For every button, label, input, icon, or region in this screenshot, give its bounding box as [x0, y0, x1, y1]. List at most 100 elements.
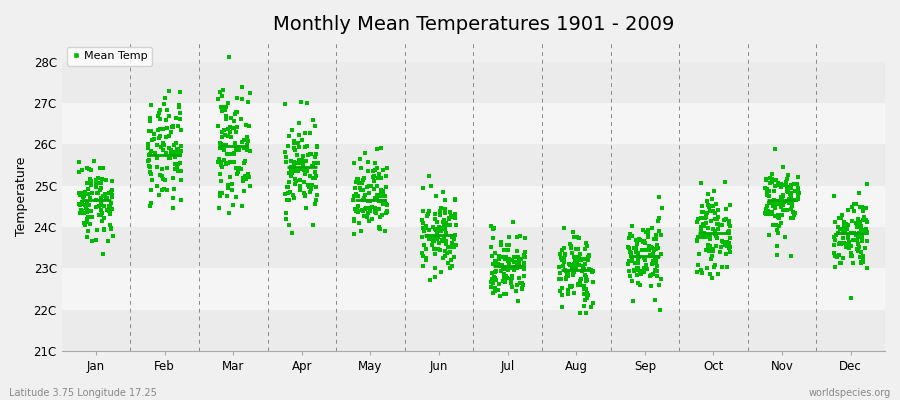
- Point: [360, 214, 374, 220]
- Point: [487, 276, 501, 283]
- Point: [434, 205, 448, 211]
- Point: [774, 184, 788, 190]
- Point: [788, 210, 803, 216]
- Point: [161, 87, 176, 94]
- Point: [103, 203, 117, 210]
- Point: [284, 126, 299, 133]
- Point: [278, 154, 293, 160]
- Point: [220, 104, 234, 110]
- Point: [494, 242, 508, 248]
- Point: [644, 252, 658, 259]
- Point: [626, 298, 640, 304]
- Point: [424, 183, 438, 190]
- Point: [758, 185, 772, 192]
- Point: [518, 235, 532, 241]
- Point: [144, 148, 158, 154]
- Point: [75, 208, 89, 215]
- Point: [445, 232, 459, 239]
- Point: [576, 263, 590, 269]
- Point: [346, 216, 361, 222]
- Point: [416, 225, 430, 231]
- Point: [760, 203, 774, 209]
- Point: [500, 267, 515, 273]
- Point: [230, 94, 245, 101]
- Point: [638, 247, 652, 253]
- Point: [437, 226, 452, 232]
- Point: [308, 175, 322, 181]
- Point: [502, 256, 517, 262]
- Point: [557, 245, 572, 251]
- Text: worldspecies.org: worldspecies.org: [809, 388, 891, 398]
- Point: [215, 189, 230, 196]
- Point: [379, 183, 393, 190]
- Point: [643, 273, 657, 279]
- Point: [572, 254, 587, 261]
- Point: [448, 197, 463, 203]
- Point: [166, 123, 180, 130]
- Point: [830, 254, 844, 260]
- Point: [304, 151, 319, 157]
- Point: [173, 110, 187, 116]
- Point: [831, 230, 845, 236]
- Point: [652, 214, 666, 221]
- Point: [558, 252, 572, 258]
- Point: [167, 166, 182, 172]
- Point: [577, 283, 591, 290]
- Point: [788, 197, 803, 203]
- Point: [760, 208, 775, 214]
- Point: [563, 283, 578, 290]
- Point: [720, 264, 734, 270]
- Bar: [62, 310, 885, 351]
- Point: [572, 282, 586, 288]
- Point: [143, 200, 157, 206]
- Point: [230, 146, 244, 152]
- Point: [302, 152, 316, 158]
- Point: [760, 186, 774, 192]
- Point: [711, 271, 725, 278]
- Point: [93, 164, 107, 171]
- Point: [776, 192, 790, 198]
- Point: [769, 221, 783, 228]
- Point: [166, 150, 181, 156]
- Point: [230, 165, 245, 172]
- Point: [286, 166, 301, 172]
- Point: [82, 166, 96, 172]
- Point: [695, 270, 709, 277]
- Point: [214, 178, 229, 184]
- Point: [515, 285, 529, 291]
- Point: [702, 243, 716, 249]
- Point: [569, 254, 583, 260]
- Point: [852, 218, 867, 225]
- Point: [428, 274, 442, 280]
- Point: [847, 201, 861, 207]
- Point: [556, 263, 571, 270]
- Point: [442, 215, 456, 221]
- Point: [577, 291, 591, 298]
- Point: [564, 264, 579, 270]
- Point: [643, 252, 657, 258]
- Point: [491, 287, 505, 293]
- Point: [484, 276, 499, 282]
- Point: [374, 175, 389, 182]
- Point: [828, 219, 842, 226]
- Point: [558, 276, 572, 282]
- Point: [442, 209, 456, 215]
- Point: [579, 286, 593, 292]
- Point: [445, 234, 459, 240]
- Point: [284, 127, 299, 134]
- Point: [694, 224, 708, 230]
- Point: [782, 200, 796, 206]
- Point: [636, 239, 651, 246]
- Point: [710, 221, 724, 228]
- Point: [488, 288, 502, 294]
- Point: [79, 219, 94, 225]
- Point: [766, 203, 780, 209]
- Point: [301, 168, 315, 174]
- Point: [575, 256, 590, 262]
- Point: [780, 188, 795, 194]
- Point: [84, 176, 98, 182]
- Point: [171, 146, 185, 152]
- Point: [706, 208, 720, 215]
- Point: [376, 201, 391, 207]
- Point: [347, 160, 362, 166]
